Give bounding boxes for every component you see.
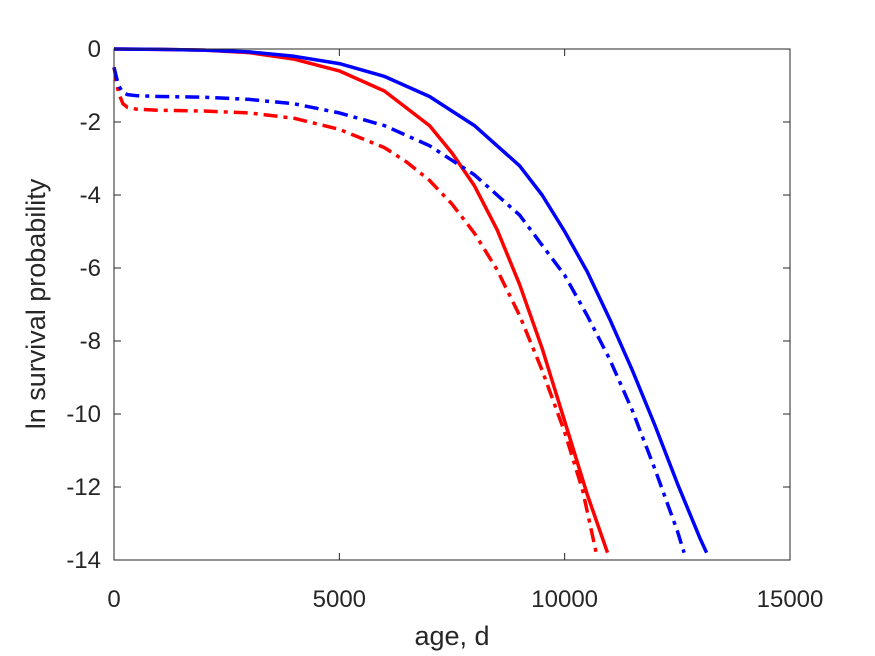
- y-tick-label: -2: [80, 109, 101, 136]
- series-line-1: [113, 47, 610, 554]
- series-line-4: [112, 66, 686, 554]
- y-tick-label: -14: [66, 547, 101, 574]
- tick-labels: 0 5000 10000 15000 0 -2 -4 -6 -8 -10 -12 -14: [66, 36, 823, 613]
- y-tick-label: -4: [80, 182, 101, 209]
- x-tick-label: 0: [107, 586, 120, 613]
- y-tick-label: -8: [80, 328, 101, 355]
- x-tick-label: 15000: [757, 586, 824, 613]
- x-axis-label: age, d: [414, 621, 489, 651]
- y-tick-label: -10: [66, 401, 101, 428]
- y-axis-label: ln survival probability: [21, 178, 51, 429]
- axis-ticks: [113, 48, 791, 561]
- series-lines: [112, 47, 709, 554]
- series-line-3: [112, 66, 598, 554]
- y-tick-label: -6: [80, 255, 101, 282]
- y-tick-label: -12: [66, 474, 101, 501]
- plot-frame: [113, 48, 791, 561]
- series-line-2: [113, 47, 709, 554]
- x-tick-label: 10000: [531, 586, 598, 613]
- x-tick-label: 5000: [313, 586, 366, 613]
- y-tick-label: 0: [88, 36, 101, 63]
